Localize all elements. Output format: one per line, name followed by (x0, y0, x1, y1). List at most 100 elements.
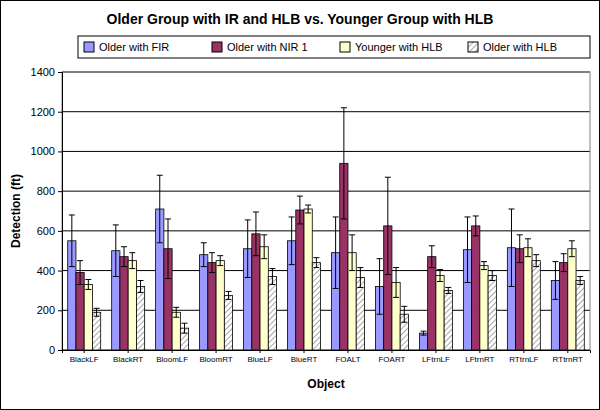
error-bar (481, 262, 487, 270)
y-axis: 0200400600800100012001400 (31, 66, 63, 356)
y-tick: 800 (37, 185, 62, 197)
error-bar (445, 287, 451, 293)
error-bar (517, 235, 523, 263)
y-tick: 400 (37, 265, 62, 277)
plot-frame (62, 72, 590, 350)
bar-series (68, 175, 560, 350)
legend-entry: Older with NIR 1 (212, 41, 308, 53)
bar (304, 209, 312, 350)
chart-container: Older Group with IR and HLB vs. Younger … (0, 0, 600, 410)
x-tick: RTtrnLF (509, 350, 538, 364)
x-tick: RTtrnRT (553, 350, 583, 364)
legend-swatch (212, 42, 222, 52)
error-bar (341, 108, 347, 219)
error-bar (385, 177, 391, 274)
error-bar (165, 219, 171, 279)
bar (136, 286, 144, 350)
y-tick-label: 800 (37, 185, 55, 197)
grid (62, 72, 590, 350)
chart-svg: Older Group with IR and HLB vs. Younger … (0, 0, 600, 410)
x-tick: BlackLF (70, 350, 99, 364)
x-tick-mark (304, 350, 305, 353)
error-bar (429, 246, 435, 268)
bar (84, 284, 92, 350)
error-bar (552, 262, 558, 300)
bar (436, 276, 444, 350)
x-tick-label: RTtrnRT (553, 355, 583, 364)
error-bar (85, 280, 91, 290)
x-tick-mark (435, 350, 436, 353)
grid-line (62, 111, 590, 112)
grid-line (62, 230, 590, 231)
error-bar (113, 225, 119, 277)
bar (516, 249, 524, 350)
error-bar (297, 196, 303, 224)
x-tick: BlueRT (291, 350, 318, 364)
error-bar (121, 247, 127, 267)
y-axis-line (58, 73, 63, 351)
x-tick: FOALT (335, 350, 360, 364)
x-tick-mark (84, 350, 85, 353)
x-axis: BlackLFBlackRTBloomLFBloomRTBlueLFBlueRT… (63, 350, 591, 364)
error-bar (393, 268, 399, 298)
x-tick-mark (172, 350, 173, 353)
bar (76, 273, 84, 350)
legend-swatch (84, 42, 94, 52)
y-tick: 0 (49, 344, 62, 356)
x-tick-label: LFtrnLF (422, 355, 450, 364)
error-bar (289, 217, 295, 265)
error-bar (473, 216, 479, 236)
error-bar (437, 270, 443, 282)
x-tick-mark (567, 350, 568, 353)
error-bar (577, 277, 583, 285)
error-bar (421, 331, 427, 335)
bar (260, 247, 268, 350)
chart-frame (1, 1, 600, 410)
plot-marks (68, 108, 585, 350)
x-tick-mark (479, 350, 480, 353)
x-tick-label: FOART (378, 355, 405, 364)
y-tick: 1200 (31, 106, 62, 118)
y-tick-mark (58, 271, 62, 272)
error-bar (181, 323, 187, 333)
error-bar (129, 253, 135, 269)
x-axis-line (63, 351, 591, 354)
y-tick-label: 0 (49, 344, 55, 356)
x-tick: LFtrnLF (422, 350, 450, 364)
error-bar (173, 307, 179, 317)
error-bar (569, 241, 575, 257)
legend-label: Older with NIR 1 (227, 41, 308, 53)
error-bar (157, 175, 163, 243)
bar (419, 333, 427, 350)
error-bar (349, 235, 355, 271)
error-bar (533, 255, 539, 267)
error-bar (94, 308, 100, 316)
error-bar (225, 291, 231, 299)
error-bar (377, 259, 383, 315)
bar (296, 210, 304, 350)
y-axis-title: Detection (ft) (9, 174, 23, 248)
bar-series (84, 205, 576, 350)
error-bar (69, 215, 75, 267)
bar (488, 276, 496, 350)
bar (576, 281, 584, 351)
x-tick-mark (128, 350, 129, 353)
error-bar (201, 243, 207, 267)
legend-entry: Older with FIR (84, 41, 169, 53)
y-tick-mark (58, 112, 62, 113)
bar (172, 312, 180, 350)
legend-entry: Younger with HLB (340, 41, 443, 53)
error-bar (138, 281, 144, 293)
x-tick-mark (347, 350, 348, 353)
x-tick-mark (216, 350, 217, 353)
x-tick-label: BloomRT (199, 355, 232, 364)
error-bar (357, 268, 363, 288)
y-tick-label: 1400 (31, 66, 55, 78)
bar (312, 263, 320, 350)
legend-swatch (340, 42, 350, 52)
x-tick-mark (260, 350, 261, 353)
bar (444, 290, 452, 350)
x-tick-label: BlackRT (113, 355, 143, 364)
error-bar (305, 205, 311, 213)
y-tick-mark (58, 231, 62, 232)
